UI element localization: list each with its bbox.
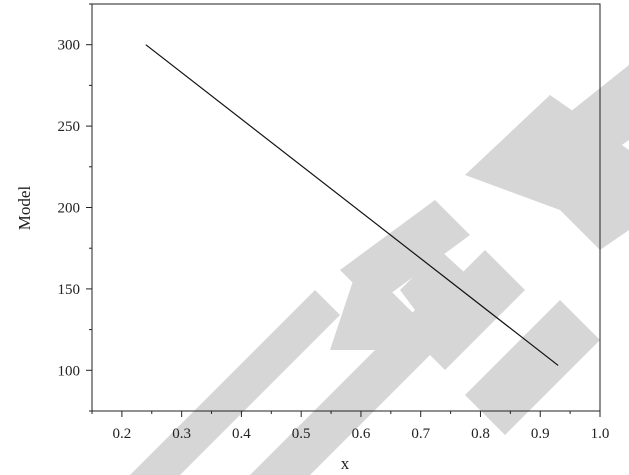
y-axis-ticks: 100 150 200 250 300 xyxy=(58,3,92,412)
y-axis-label: Model xyxy=(15,186,34,231)
x-tick-label: 0.7 xyxy=(411,426,430,442)
x-tick-label: 0.8 xyxy=(471,426,490,442)
x-tick-label: 1.0 xyxy=(591,426,610,442)
y-tick-label: 250 xyxy=(58,119,81,135)
x-tick-label: 0.9 xyxy=(531,426,550,442)
y-tick-label: 200 xyxy=(58,201,81,217)
x-tick-label: 0.6 xyxy=(352,426,371,442)
x-tick-label: 0.3 xyxy=(172,426,191,442)
x-tick-label: 0.4 xyxy=(232,426,251,442)
series-line xyxy=(145,44,559,366)
retracted-watermark xyxy=(130,65,629,475)
x-tick-label: 0.5 xyxy=(292,426,311,442)
series-layer xyxy=(145,44,559,366)
y-tick-label: 150 xyxy=(58,282,81,298)
y-tick-label: 100 xyxy=(58,363,81,379)
x-tick-label: 0.2 xyxy=(113,426,132,442)
y-tick-label: 300 xyxy=(58,38,81,54)
x-axis-label: x xyxy=(341,454,350,473)
x-axis-ticks: 0.2 0.3 0.4 0.5 0.6 0.7 0.8 0.9 1.0 xyxy=(91,411,610,442)
